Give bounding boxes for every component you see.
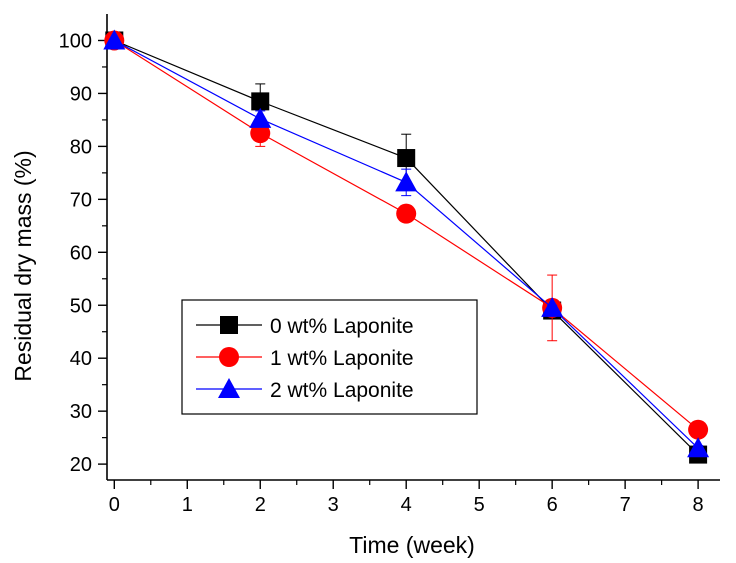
data-point (395, 171, 418, 192)
series-layer (103, 29, 710, 464)
y-axis-label: Residual dry mass (%) (10, 150, 36, 381)
data-point (397, 149, 416, 168)
data-point (249, 107, 272, 128)
x-tick-label: 0 (109, 494, 120, 516)
data-point (687, 437, 710, 458)
y-tick-label: 100 (59, 30, 92, 52)
y-tick-label: 70 (70, 189, 92, 211)
data-point (251, 92, 270, 111)
y-tick-label: 20 (70, 454, 92, 476)
legend: 0 wt% Laponite 1 wt% Laponite 2 wt% Laponi… (181, 299, 478, 415)
data-point (541, 296, 564, 317)
x-tick-label: 7 (620, 494, 631, 516)
y-tick-label: 30 (70, 401, 92, 423)
x-tick-label: 3 (328, 494, 339, 516)
x-tick-label: 5 (474, 494, 485, 516)
data-point (688, 419, 709, 440)
series-2 (103, 29, 710, 458)
y-tick-label: 60 (70, 242, 92, 264)
data-point (250, 123, 271, 144)
legend-marker (220, 316, 238, 334)
data-point (396, 203, 417, 224)
legend-label: 2 wt% Laponite (270, 379, 414, 402)
legend-marker (218, 378, 240, 398)
x-tick-label: 8 (693, 494, 704, 516)
x-tick-label: 1 (182, 494, 193, 516)
y-tick-label: 90 (70, 83, 92, 105)
x-tick-label: 2 (255, 494, 266, 516)
axes: 0 1 2 3 4 5 6 7 8 20 30 40 50 60 70 80 90 100 (59, 14, 720, 516)
x-axis-label: Time (week) (349, 532, 475, 558)
legend-marker (219, 347, 239, 367)
y-tick-label: 80 (70, 136, 92, 158)
legend-label: 1 wt% Laponite (270, 347, 414, 370)
x-tick-label: 4 (401, 494, 412, 516)
y-tick-label: 50 (70, 295, 92, 317)
x-tick-label: 6 (547, 494, 558, 516)
data-point (103, 29, 126, 50)
legend-label: 0 wt% Laponite (270, 315, 414, 338)
y-tick-label: 40 (70, 348, 92, 370)
